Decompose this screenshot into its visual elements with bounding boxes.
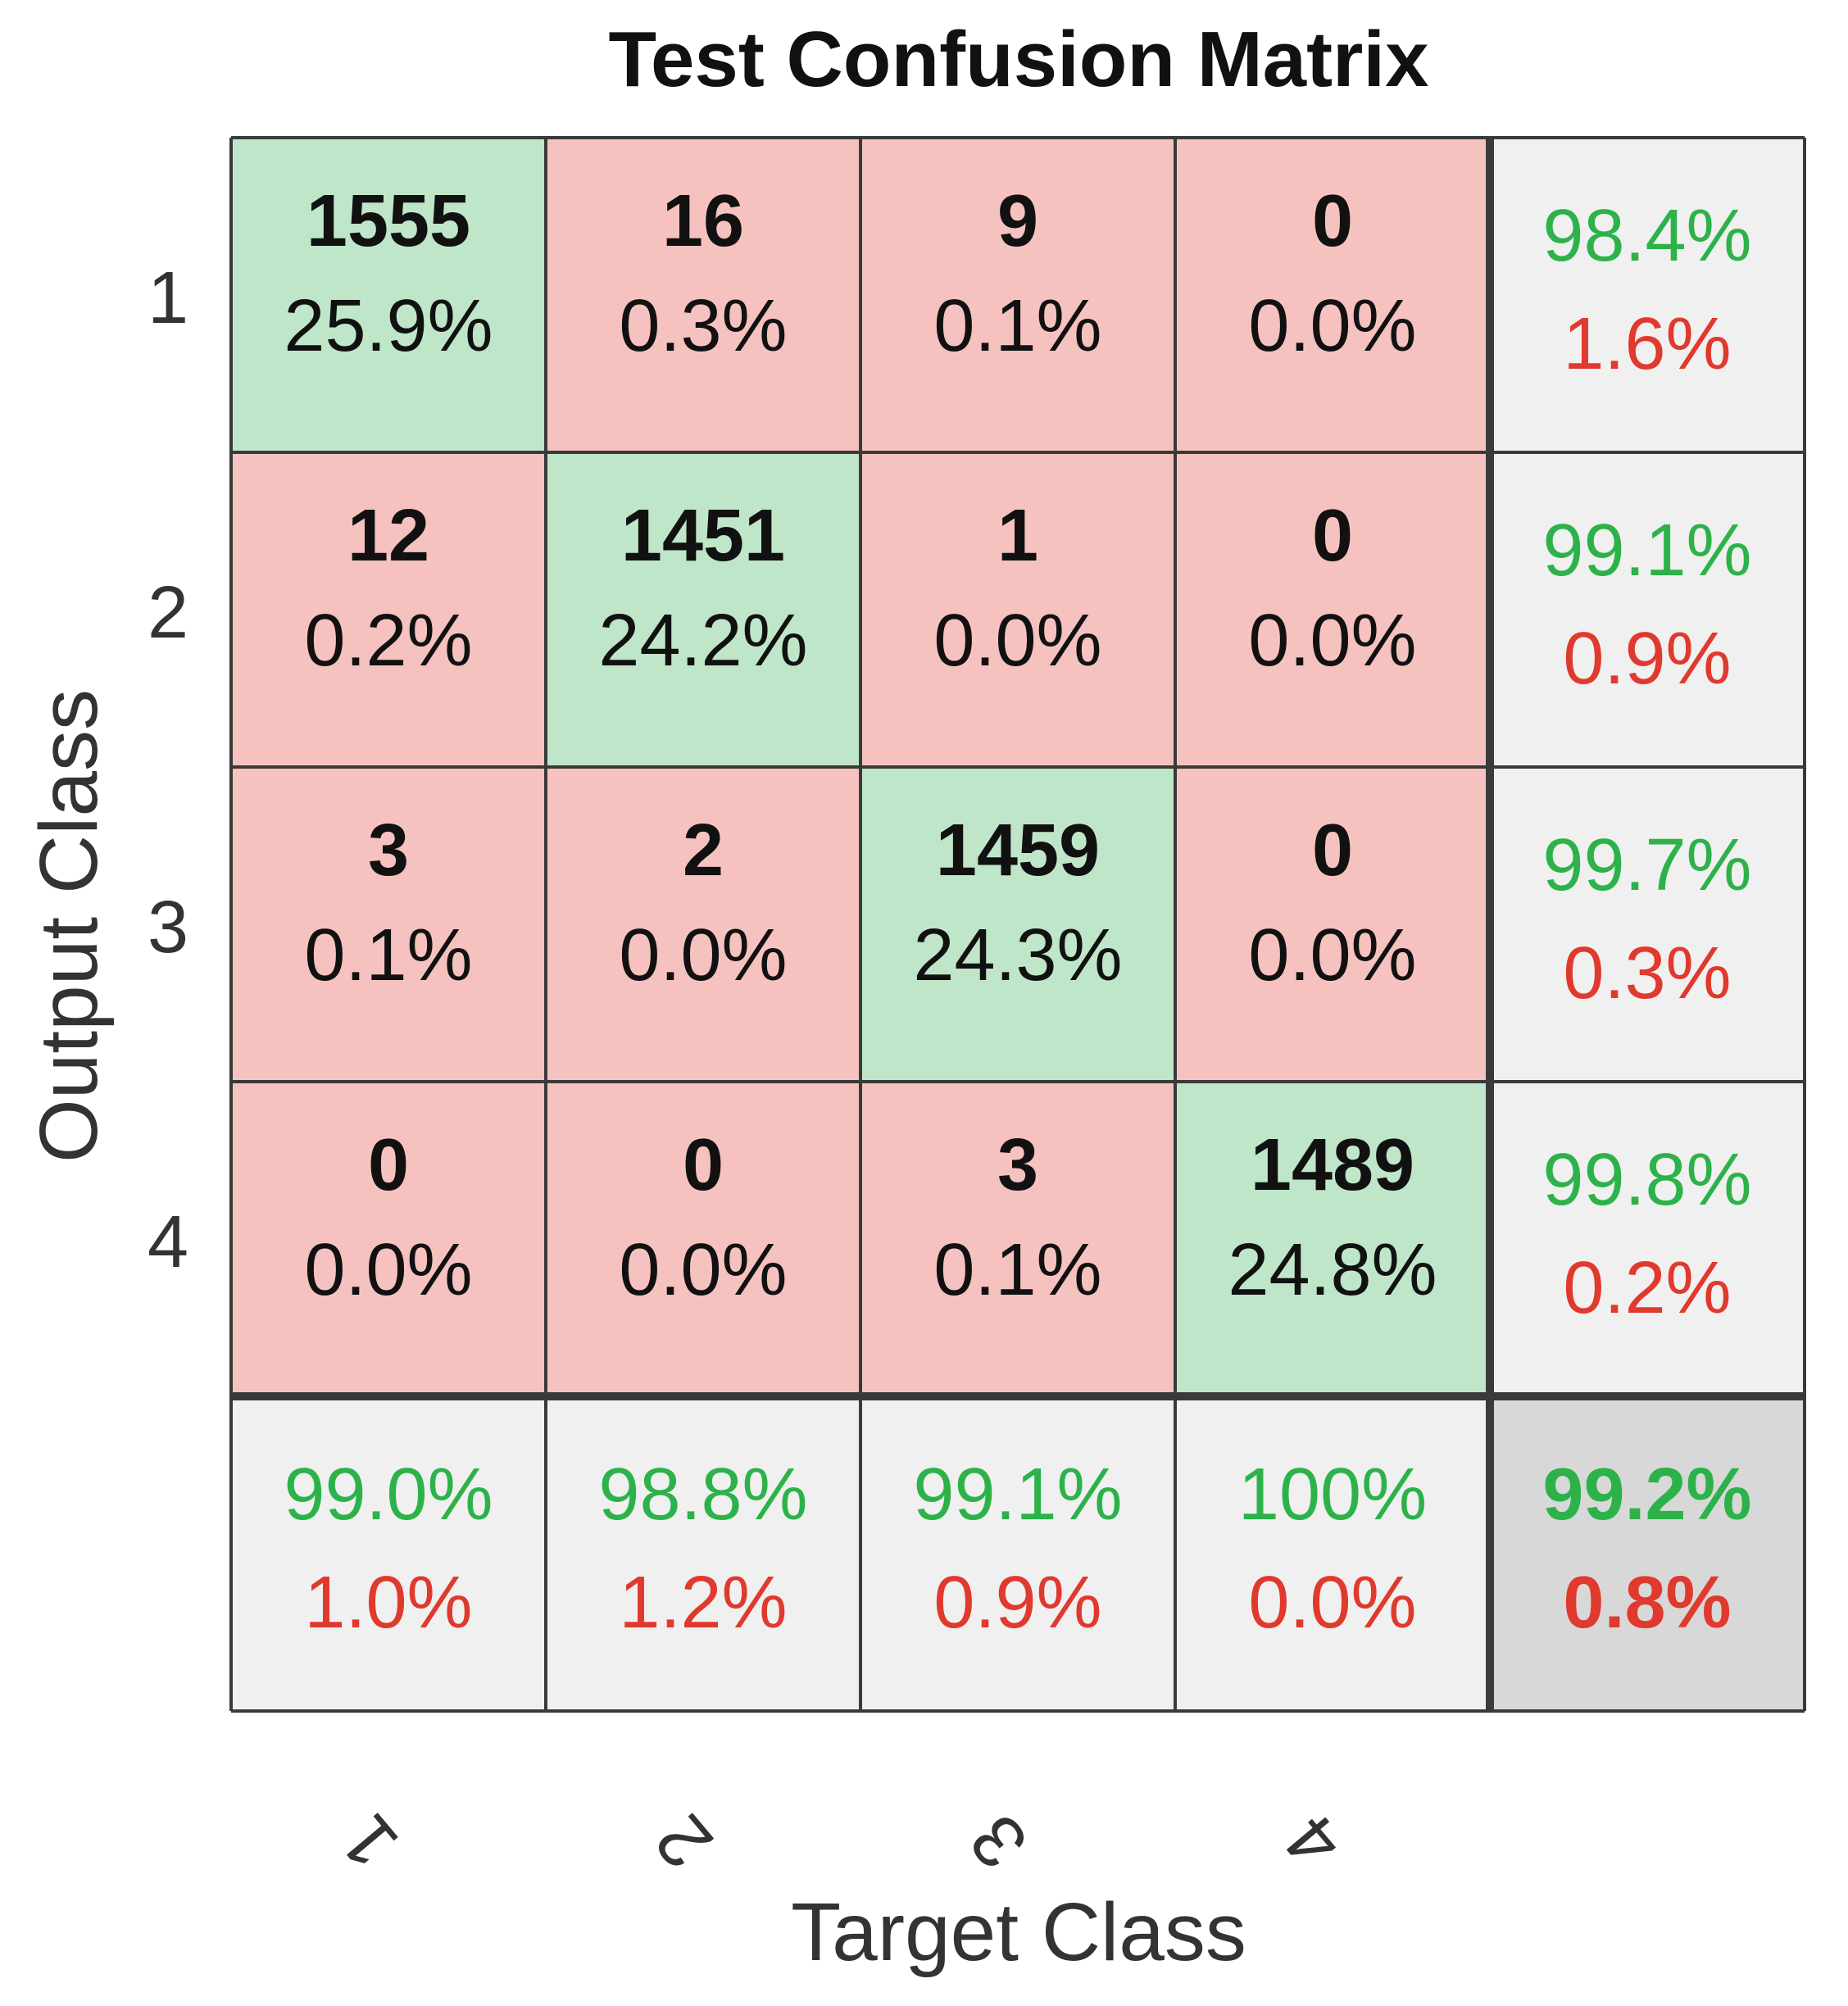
row-error-label: 0.3% (1563, 933, 1731, 1014)
cell-count-label: 12 (347, 495, 429, 577)
cell-percent-label: 0.0% (619, 1229, 787, 1311)
cell-count-label: 0 (1312, 180, 1353, 262)
cell-count-label: 0 (1312, 810, 1353, 892)
y-tick-label: 2 (148, 572, 188, 654)
column-error-label: 0.9% (933, 1562, 1101, 1644)
cell-percent-label: 0.1% (933, 1229, 1101, 1311)
cell-percent-label: 0.0% (1248, 285, 1416, 367)
cell-percent-label: 0.1% (933, 285, 1101, 367)
row-error-label: 0.2% (1563, 1247, 1731, 1329)
off-diagonal-cell (860, 452, 1175, 767)
row-error-label: 0.9% (1563, 618, 1731, 700)
off-diagonal-cell (860, 1082, 1175, 1396)
cell-percent-label: 0.0% (1248, 914, 1416, 996)
y-tick-label: 4 (148, 1201, 188, 1283)
off-diagonal-cell (231, 1082, 546, 1396)
off-diagonal-cell (546, 1082, 860, 1396)
column-recall-label: 99.0% (284, 1454, 493, 1536)
y-tick-label: 1 (148, 257, 188, 339)
chart-title: Test Confusion Matrix (609, 16, 1429, 103)
y-tick-label: 3 (148, 887, 188, 969)
x-tick-label: 1 (325, 1800, 415, 1884)
column-summary-cell (860, 1396, 1175, 1711)
cell-percent-label: 0.2% (304, 600, 472, 682)
column-error-label: 1.0% (304, 1562, 472, 1644)
cell-count-label: 9 (997, 180, 1038, 262)
overall-accuracy-label: 99.2% (1542, 1454, 1751, 1536)
off-diagonal-cell (860, 138, 1175, 452)
cell-percent-label: 24.3% (913, 914, 1122, 996)
cell-count-label: 1459 (936, 810, 1100, 892)
cell-percent-label: 24.8% (1228, 1229, 1437, 1311)
off-diagonal-cell (1175, 767, 1490, 1082)
cell-count-label: 1489 (1251, 1124, 1414, 1206)
cell-count-label: 16 (662, 180, 744, 262)
off-diagonal-cell (546, 138, 860, 452)
off-diagonal-cell (231, 767, 546, 1082)
column-summary-cell (231, 1396, 546, 1711)
column-error-label: 0.0% (1248, 1562, 1416, 1644)
cell-count-label: 0 (683, 1124, 724, 1206)
cell-percent-label: 25.9% (284, 285, 493, 367)
off-diagonal-cell (1175, 452, 1490, 767)
off-diagonal-cell (231, 452, 546, 767)
cell-count-label: 3 (997, 1124, 1038, 1206)
cell-count-label: 0 (1312, 495, 1353, 577)
column-recall-label: 98.8% (598, 1454, 807, 1536)
cell-count-label: 3 (368, 810, 409, 892)
column-error-label: 1.2% (619, 1562, 787, 1644)
cell-count-label: 1555 (306, 180, 470, 262)
matrix-grid (229, 136, 1806, 1713)
row-summary-cell (1490, 452, 1805, 767)
diagonal-cell (1175, 1082, 1490, 1396)
diagonal-cell (546, 452, 860, 767)
overall-accuracy-cell (1490, 1396, 1805, 1711)
off-diagonal-cell (1175, 138, 1490, 452)
column-recall-label: 100% (1238, 1454, 1427, 1536)
x-tick-label: 4 (1269, 1800, 1359, 1884)
off-diagonal-cell (546, 767, 860, 1082)
diagonal-cell (231, 138, 546, 452)
cell-percent-label: 0.1% (304, 914, 472, 996)
x-axis-label: Target Class (791, 1886, 1246, 1978)
row-summary-cell (1490, 767, 1805, 1082)
overall-error-label: 0.8% (1563, 1562, 1731, 1644)
cell-percent-label: 0.0% (933, 600, 1101, 682)
row-error-label: 1.6% (1563, 303, 1731, 385)
row-summary-cell (1490, 1082, 1805, 1396)
cell-count-label: 1 (997, 495, 1038, 577)
x-tick-label: 3 (955, 1800, 1044, 1884)
cell-count-label: 1451 (621, 495, 785, 577)
row-precision-label: 99.7% (1542, 824, 1751, 906)
x-tick-label: 2 (640, 1800, 729, 1884)
cell-count-label: 2 (683, 810, 724, 892)
cell-percent-label: 24.2% (598, 600, 807, 682)
row-summary-cell (1490, 138, 1805, 452)
cell-percent-label: 0.3% (619, 285, 787, 367)
cell-percent-label: 0.0% (619, 914, 787, 996)
y-axis-label: Output Class (23, 689, 115, 1163)
cell-percent-label: 0.0% (1248, 600, 1416, 682)
cell-percent-label: 0.0% (304, 1229, 472, 1311)
column-summary-cell (1175, 1396, 1490, 1711)
row-precision-label: 99.1% (1542, 510, 1751, 592)
row-precision-label: 98.4% (1542, 195, 1751, 277)
row-precision-label: 99.8% (1542, 1139, 1751, 1221)
cell-count-label: 0 (368, 1124, 409, 1206)
matrix-cells: 155525.9%160.3%90.1%00.0%120.2%145124.2%… (231, 138, 1805, 1711)
diagonal-cell (860, 767, 1175, 1082)
column-recall-label: 99.1% (913, 1454, 1122, 1536)
column-summary-cell (546, 1396, 860, 1711)
